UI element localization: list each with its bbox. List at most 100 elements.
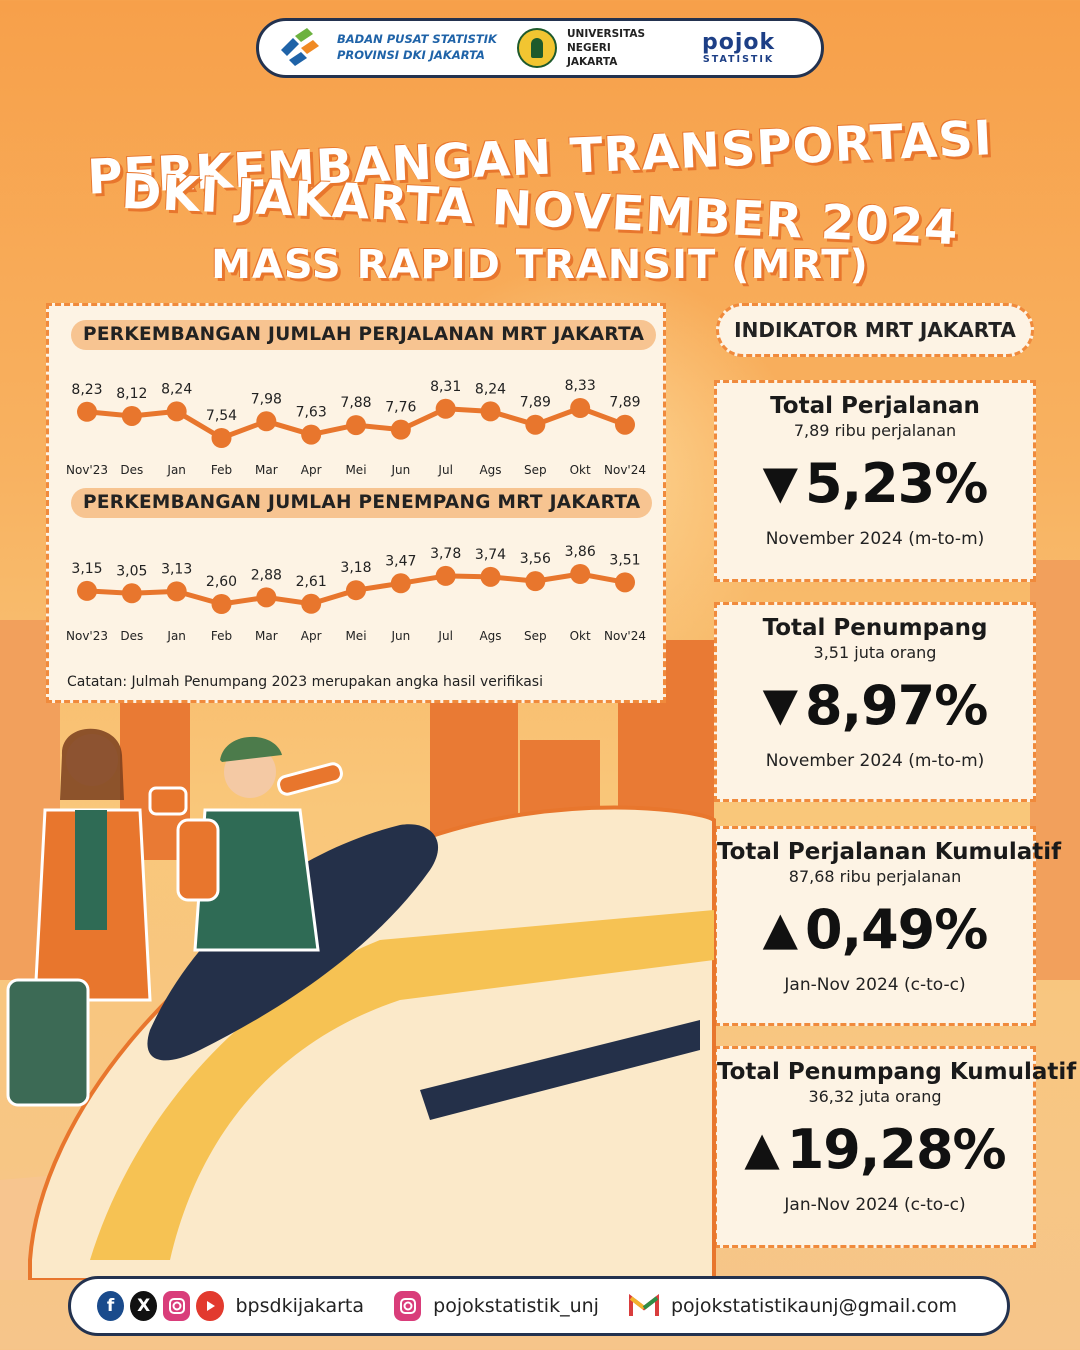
- data-label: 2,61: [296, 574, 327, 590]
- data-point: [570, 564, 591, 584]
- x-icon[interactable]: X: [130, 1291, 158, 1321]
- x-tick-label: Jun: [390, 629, 410, 643]
- card-period: November 2024 (m-to-m): [765, 529, 985, 549]
- x-tick-label: Mar: [255, 629, 278, 643]
- data-point: [77, 580, 97, 601]
- contact-email[interactable]: pojokstatistikaunj@gmail.com: [670, 1295, 957, 1317]
- instagram-icon[interactable]: [163, 1291, 191, 1321]
- data-point: [211, 428, 232, 448]
- card-subtitle: 36,32 juta orang: [808, 1087, 942, 1106]
- card-period: November 2024 (m-to-m): [765, 751, 985, 771]
- x-tick-label: Okt: [570, 629, 591, 643]
- indicator-card-total-perjalanan: Total Perjalanan 7,89 ribu perjalanan ▼ 5…: [714, 380, 1036, 582]
- unj-logo-icon: [517, 28, 557, 68]
- card-subtitle: 7,89 ribu perjalanan: [793, 421, 957, 440]
- data-label: 8,33: [565, 378, 596, 394]
- x-tick-label: Jul: [437, 629, 452, 643]
- charts-panel: PERKEMBANGAN JUMLAH PERJALANAN MRT JAKAR…: [46, 303, 666, 703]
- instagram-icon[interactable]: [394, 1291, 422, 1321]
- data-point: [256, 587, 277, 608]
- data-point: [166, 401, 187, 422]
- x-tick-label: Des: [120, 463, 143, 477]
- card-percent: 8,97%: [805, 674, 988, 737]
- card-subtitle: 87,68 ribu perjalanan: [788, 867, 962, 886]
- data-point: [301, 593, 322, 614]
- x-tick-label: Feb: [211, 629, 232, 643]
- chart-perjalanan: 8,23 Nov'23 8,12 Des 8,24 Jan 7,54 Feb 7,98 Mar 7,…: [66, 378, 646, 477]
- data-label: 7,63: [296, 405, 327, 421]
- data-point: [525, 414, 546, 435]
- pojok-logo-subtext: STATISTIK: [702, 53, 775, 65]
- data-point: [390, 573, 411, 594]
- data-point: [346, 415, 366, 436]
- card-value: ▼ 5,23%: [717, 452, 1033, 515]
- chart-note: Catatan: Julmah Penumpang 2023 merupakan…: [67, 674, 543, 690]
- x-tick-label: Jan: [166, 463, 186, 477]
- building: [1030, 560, 1080, 980]
- data-label: 7,89: [609, 395, 640, 411]
- data-point: [435, 398, 456, 419]
- data-point: [435, 565, 456, 586]
- card-percent: 0,49%: [805, 898, 988, 961]
- data-label: 7,98: [251, 391, 282, 407]
- data-label: 3,56: [520, 551, 551, 567]
- x-tick-label: Nov'23: [66, 463, 108, 477]
- indicator-card-total-penumpang: Total Penumpang 3,51 juta orang ▼ 8,97% N…: [714, 602, 1036, 802]
- data-label: 3,86: [565, 544, 596, 560]
- data-label: 3,78: [430, 546, 461, 562]
- data-label: 3,05: [116, 563, 147, 579]
- unj-name: UNIVERSITAS NEGERI JAKARTA: [567, 27, 692, 70]
- x-tick-label: Apr: [301, 463, 322, 477]
- pojok-statistik-logo: pojok STATISTIK: [702, 29, 776, 65]
- up-arrow-icon: ▲: [762, 901, 798, 955]
- social-handle-pojok[interactable]: pojokstatistik_unj: [433, 1295, 599, 1317]
- x-tick-label: Feb: [211, 463, 232, 477]
- data-label: 3,15: [71, 561, 102, 577]
- unj-name-line1: UNIVERSITAS NEGERI: [567, 27, 646, 54]
- data-label: 3,74: [475, 547, 506, 563]
- data-label: 8,24: [161, 381, 192, 397]
- x-tick-label: Nov'24: [604, 629, 646, 643]
- indicator-card-penumpang-kumulatif: Total Penumpang Kumulatif 36,32 juta ora…: [714, 1046, 1076, 1248]
- x-tick-label: Jun: [390, 463, 410, 477]
- data-point: [121, 583, 142, 604]
- gmail-icon[interactable]: [628, 1291, 659, 1321]
- bps-logo-icon: [281, 28, 319, 66]
- card-period: Jan-Nov 2024 (c-to-c): [784, 975, 966, 995]
- data-point: [615, 414, 635, 435]
- header-logo-bar: BADAN PUSAT STATISTIK PROVINSI DKI JAKAR…: [256, 18, 824, 78]
- card-value: ▼ 8,97%: [717, 674, 1033, 737]
- x-tick-label: Jan: [166, 629, 186, 643]
- data-label: 8,24: [475, 381, 506, 397]
- data-point: [525, 571, 546, 592]
- x-tick-label: Mei: [345, 629, 366, 643]
- chart-title-perjalanan: PERKEMBANGAN JUMLAH PERJALANAN MRT JAKAR…: [71, 320, 657, 350]
- x-tick-label: Apr: [301, 629, 322, 643]
- data-label: 7,76: [385, 400, 416, 416]
- x-tick-label: Nov'23: [66, 629, 108, 643]
- x-tick-label: Jul: [437, 463, 452, 477]
- data-point: [480, 401, 501, 422]
- up-arrow-icon: ▲: [744, 1121, 779, 1175]
- facebook-icon[interactable]: f: [97, 1291, 125, 1321]
- social-handle-bps[interactable]: bpsdkijakarta: [235, 1295, 365, 1317]
- card-title: Total Perjalanan: [770, 393, 980, 419]
- down-arrow-icon: ▼: [762, 455, 798, 509]
- card-value: ▲ 19,28%: [717, 1118, 1033, 1181]
- data-label: 7,89: [520, 395, 551, 411]
- x-tick-label: Sep: [524, 463, 547, 477]
- unj-name-line2: JAKARTA: [567, 56, 618, 69]
- data-point: [211, 594, 232, 614]
- down-arrow-icon: ▼: [762, 677, 798, 731]
- card-period: Jan-Nov 2024 (c-to-c): [784, 1195, 966, 1215]
- youtube-icon[interactable]: [196, 1291, 224, 1321]
- pojok-logo-text: pojok: [702, 29, 776, 55]
- data-point: [256, 411, 277, 432]
- data-label: 3,18: [340, 560, 371, 576]
- data-label: 3,13: [161, 561, 192, 577]
- chart-penumpang: 3,15 Nov'23 3,05 Des 3,13 Jan 2,60 Feb 2,88 Mar 2,…: [66, 544, 646, 643]
- data-label: 3,51: [609, 552, 640, 568]
- data-point: [570, 398, 591, 418]
- x-tick-label: Ags: [479, 629, 501, 643]
- data-label: 7,54: [206, 408, 237, 424]
